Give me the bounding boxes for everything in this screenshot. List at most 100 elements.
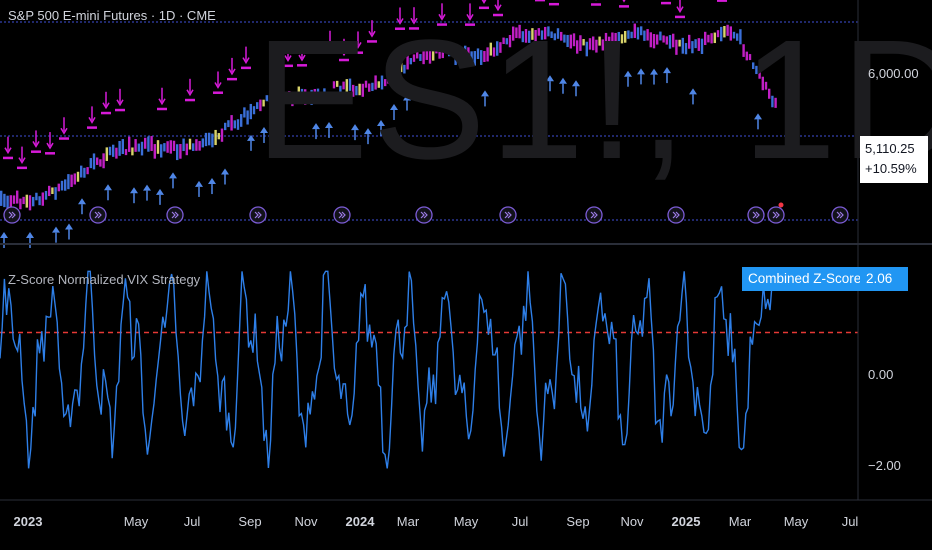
event-icon-glyph [254, 211, 262, 219]
price-candle [102, 153, 105, 169]
price-candle [316, 88, 320, 104]
zscore-axis-label-neg2: −2.00 [868, 458, 901, 473]
price-candle [67, 174, 70, 190]
short-signal-bar [535, 0, 545, 2]
price-candle [451, 47, 454, 55]
price-candle [246, 110, 249, 125]
long-signal-arrow [26, 232, 34, 238]
price-candle [233, 120, 236, 129]
price-candle [304, 89, 307, 105]
price-candle [768, 88, 771, 99]
short-signal-bar [115, 108, 125, 112]
event-icon-glyph [752, 211, 760, 219]
price-candle [736, 33, 739, 41]
short-signal-arrow-head [270, 53, 278, 60]
chart-title: S&P 500 E-mini Futures · 1D · CME [8, 8, 216, 23]
price-candle [771, 95, 774, 108]
price-candle [262, 99, 265, 107]
short-signal-arrow-head [284, 55, 292, 63]
long-signal-arrow [533, 77, 541, 84]
price-candle [22, 196, 25, 205]
price-candle [390, 69, 393, 84]
price-candle [713, 32, 716, 44]
price-candle [393, 62, 396, 78]
time-axis-label: 2024 [345, 514, 375, 529]
price-candle [406, 53, 409, 70]
short-signal-bar [87, 126, 97, 129]
long-signal-arrow [78, 198, 86, 205]
long-signal-arrow [195, 180, 203, 187]
short-signal-bar [409, 27, 419, 30]
price-candle [608, 36, 611, 53]
short-signal-arrow-head [396, 18, 404, 25]
price-candle [332, 81, 336, 89]
price-candle [185, 143, 188, 156]
price-candle [272, 94, 275, 109]
price-candle [419, 54, 422, 61]
short-signal-arrow-head [214, 82, 222, 89]
short-signal-arrow-head [102, 102, 110, 110]
price-candle [636, 27, 640, 40]
short-signal-bar [717, 0, 727, 2]
price-candle [259, 99, 262, 112]
short-signal-arrow-head [18, 157, 26, 165]
price-candle [553, 33, 556, 41]
short-signal-bar [675, 15, 685, 19]
price-candle [656, 34, 659, 45]
price-candle [288, 91, 291, 104]
price-candle [355, 85, 358, 96]
price-candle [502, 37, 505, 45]
short-signal-bar [31, 150, 41, 153]
price-candle [422, 50, 425, 65]
short-signal-arrow-head [186, 89, 194, 97]
price-candle [486, 47, 489, 62]
event-icon-glyph [8, 211, 16, 219]
price-candle [403, 64, 406, 74]
price-candle [534, 29, 537, 42]
long-signal-arrow [624, 70, 632, 77]
short-signal-bar [437, 23, 447, 26]
long-signal-arrow [169, 172, 177, 179]
zscore-axis-label-zero: 0.00 [868, 367, 894, 382]
price-candle [198, 141, 201, 151]
time-axis-label: Mar [396, 514, 420, 529]
price-candle [665, 36, 668, 45]
long-signal-arrow [52, 226, 60, 233]
price-candle [409, 58, 412, 65]
price-candle [716, 30, 720, 38]
price-candle [483, 51, 486, 62]
price-candle [640, 26, 643, 36]
short-signal-arrow-head [32, 141, 40, 148]
long-signal-arrow [260, 126, 268, 133]
price-candle [64, 179, 67, 191]
short-signal-arrow-head [158, 98, 166, 106]
long-signal-arrow [208, 178, 216, 185]
event-icon-glyph [672, 211, 680, 219]
short-signal-arrow-head [60, 127, 68, 135]
price-axis-label-top: 6,000.00 [868, 66, 919, 81]
price-candle [489, 42, 492, 56]
price-candle [128, 136, 131, 152]
price-candle [512, 26, 515, 41]
price-candle [752, 62, 755, 69]
long-signal-arrow [637, 68, 645, 75]
price-candle [601, 39, 604, 51]
price-candle [454, 50, 457, 66]
price-candle [521, 31, 524, 43]
price-candle [726, 24, 729, 36]
price-candle [153, 144, 156, 159]
price-candle [41, 192, 44, 206]
price-candle [745, 51, 748, 61]
price-candle [256, 102, 259, 109]
zscore-series-label: Combined Z-Score [742, 267, 868, 291]
price-candle [614, 32, 617, 45]
time-axis-label: 2023 [13, 514, 43, 529]
price-candle [214, 129, 217, 146]
price-candle [537, 28, 540, 36]
short-signal-bar [465, 23, 475, 26]
price-candle [688, 34, 691, 49]
price-candle [592, 36, 595, 51]
price-candle [92, 153, 96, 170]
price-candle [476, 48, 480, 60]
